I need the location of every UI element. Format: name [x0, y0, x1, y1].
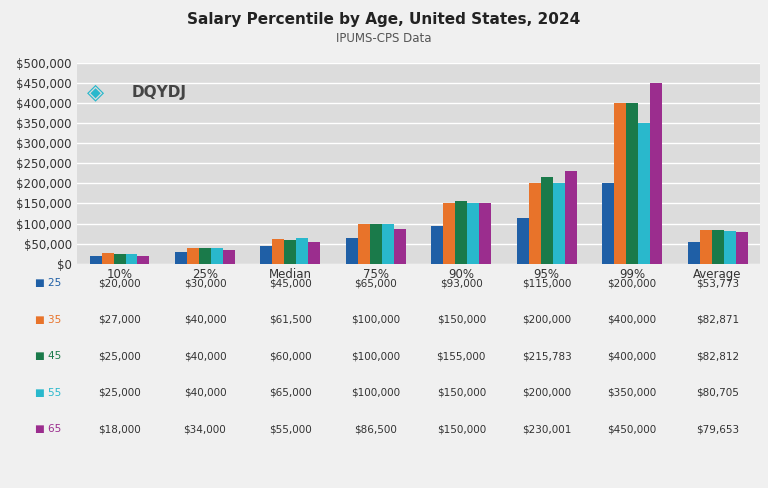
- Bar: [479, 203, 492, 264]
- Bar: [432, 226, 443, 264]
- Text: ◈: ◈: [87, 83, 104, 102]
- Bar: [394, 229, 406, 264]
- Bar: [211, 247, 223, 264]
- Text: $55,000: $55,000: [269, 425, 312, 434]
- Text: $100,000: $100,000: [351, 388, 400, 398]
- Text: $61,500: $61,500: [269, 315, 312, 325]
- Bar: [101, 253, 114, 264]
- Text: ■ 65: ■ 65: [35, 425, 61, 434]
- Bar: [614, 103, 626, 264]
- Text: $27,000: $27,000: [98, 315, 141, 325]
- Text: $65,000: $65,000: [269, 388, 312, 398]
- Bar: [517, 218, 529, 264]
- Text: $215,783: $215,783: [521, 351, 571, 361]
- Text: IPUMS-CPS Data: IPUMS-CPS Data: [336, 32, 432, 45]
- Text: $100,000: $100,000: [351, 315, 400, 325]
- Text: $155,000: $155,000: [436, 351, 486, 361]
- Bar: [602, 183, 614, 264]
- Bar: [564, 171, 577, 264]
- Bar: [382, 224, 394, 264]
- Bar: [687, 242, 700, 264]
- Text: $150,000: $150,000: [437, 315, 486, 325]
- Bar: [712, 230, 723, 264]
- Text: $40,000: $40,000: [184, 351, 227, 361]
- Text: $93,000: $93,000: [440, 278, 482, 288]
- Bar: [175, 251, 187, 264]
- Text: $400,000: $400,000: [607, 315, 657, 325]
- Text: $400,000: $400,000: [607, 351, 657, 361]
- Text: $60,000: $60,000: [269, 351, 312, 361]
- Bar: [443, 203, 455, 264]
- Text: $25,000: $25,000: [98, 388, 141, 398]
- Bar: [273, 239, 284, 264]
- Text: $200,000: $200,000: [522, 388, 571, 398]
- Text: $450,000: $450,000: [607, 425, 657, 434]
- Text: ■ 55: ■ 55: [35, 388, 61, 398]
- Text: $230,001: $230,001: [522, 425, 571, 434]
- Text: $65,000: $65,000: [355, 278, 397, 288]
- Text: Salary Percentile by Age, United States, 2024: Salary Percentile by Age, United States,…: [187, 12, 581, 27]
- Text: $100,000: $100,000: [351, 351, 400, 361]
- Text: $34,000: $34,000: [184, 425, 227, 434]
- Text: $20,000: $20,000: [98, 278, 141, 288]
- Text: $200,000: $200,000: [522, 315, 571, 325]
- Bar: [114, 254, 125, 264]
- Text: $45,000: $45,000: [269, 278, 312, 288]
- Text: $30,000: $30,000: [184, 278, 227, 288]
- Text: $82,871: $82,871: [696, 315, 739, 325]
- Bar: [296, 238, 308, 264]
- Bar: [223, 250, 235, 264]
- Bar: [358, 224, 370, 264]
- Text: $115,000: $115,000: [522, 278, 571, 288]
- Text: $150,000: $150,000: [437, 388, 486, 398]
- Text: $53,773: $53,773: [696, 278, 739, 288]
- Text: $86,500: $86,500: [354, 425, 397, 434]
- Bar: [638, 123, 650, 264]
- Bar: [529, 183, 541, 264]
- Text: $79,653: $79,653: [696, 425, 739, 434]
- Bar: [553, 183, 564, 264]
- Text: $18,000: $18,000: [98, 425, 141, 434]
- Bar: [346, 238, 358, 264]
- Bar: [284, 240, 296, 264]
- Text: $200,000: $200,000: [607, 278, 657, 288]
- Bar: [736, 232, 747, 264]
- Bar: [541, 177, 553, 264]
- Text: ■ 45: ■ 45: [35, 351, 61, 361]
- Text: $40,000: $40,000: [184, 315, 227, 325]
- Bar: [260, 245, 273, 264]
- Bar: [467, 203, 479, 264]
- Bar: [125, 254, 137, 264]
- Bar: [90, 256, 101, 264]
- Text: $82,812: $82,812: [696, 351, 739, 361]
- Bar: [308, 242, 320, 264]
- Bar: [370, 224, 382, 264]
- Bar: [650, 83, 662, 264]
- Text: $80,705: $80,705: [696, 388, 739, 398]
- Text: $40,000: $40,000: [184, 388, 227, 398]
- Bar: [455, 202, 467, 264]
- Bar: [187, 247, 199, 264]
- Text: $350,000: $350,000: [607, 388, 657, 398]
- Text: DQYDJ: DQYDJ: [132, 85, 187, 100]
- Bar: [137, 256, 150, 264]
- Text: ■ 25: ■ 25: [35, 278, 61, 288]
- Text: ■ 35: ■ 35: [35, 315, 61, 325]
- Bar: [626, 103, 638, 264]
- Bar: [199, 247, 211, 264]
- Bar: [723, 231, 736, 264]
- Text: $150,000: $150,000: [437, 425, 486, 434]
- Text: $25,000: $25,000: [98, 351, 141, 361]
- Bar: [700, 230, 712, 264]
